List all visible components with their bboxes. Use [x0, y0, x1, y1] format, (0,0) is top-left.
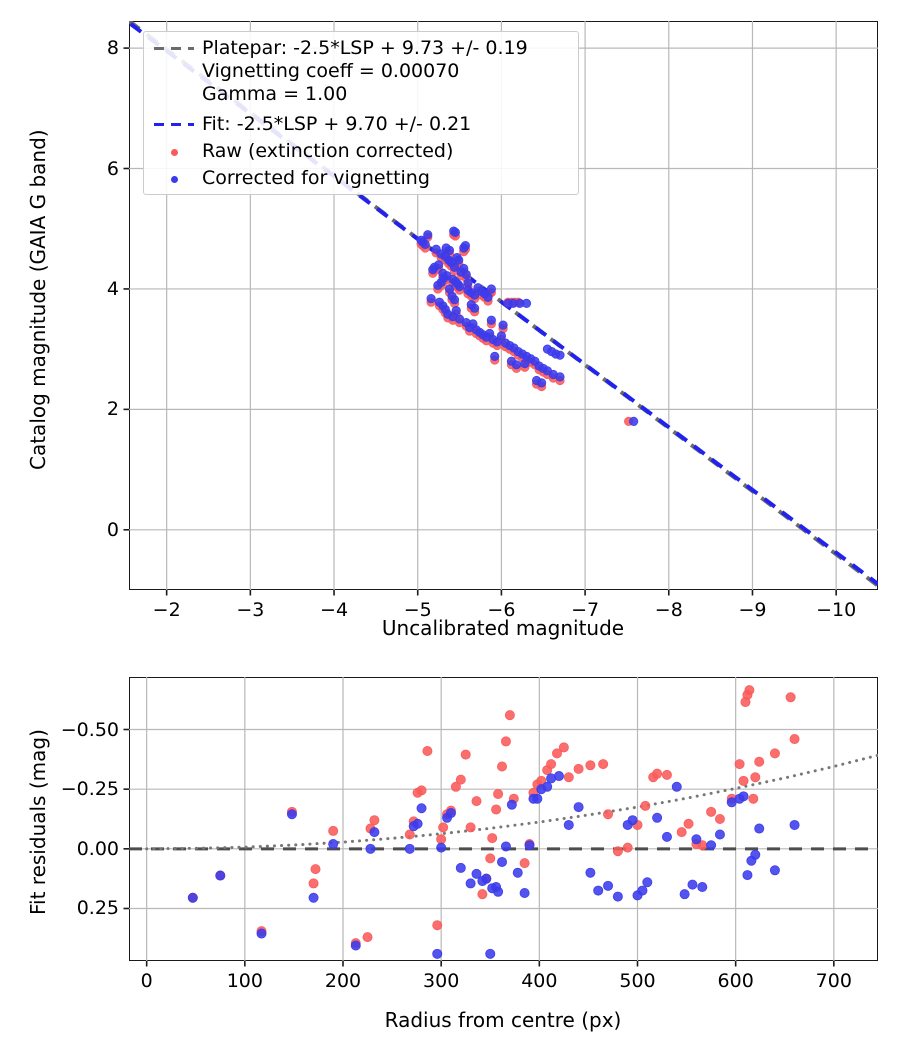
bottom-ytick: −0.50 — [60, 718, 119, 741]
bottom-yaxis-title: Fit residuals (mag) — [26, 729, 50, 915]
fit-residuals-panel: 0 100 200 300 400 500 600 700 0.25 0.00 −0.25 −0.50… — [0, 650, 900, 1050]
legend-label-fit: Fit: -2.5*LSP + 9.70 +/- 0.21 — [202, 113, 472, 135]
top-xaxis-title: Uncalibrated magnitude — [381, 616, 625, 640]
top-ytick: 8 — [106, 37, 119, 60]
bottom-ytick: 0.25 — [76, 897, 119, 920]
dashed-blue-line-icon — [152, 113, 196, 135]
bottom-xtick: 400 — [521, 970, 558, 992]
top-ytick: 6 — [106, 157, 119, 180]
bottom-axes-frame — [129, 677, 878, 961]
bottom-xtick: 200 — [324, 970, 362, 992]
top-legend[interactable]: Platepar: -2.5*LSP + 9.73 +/- 0.19 Vigne… — [143, 31, 579, 195]
bottom-plot-canvas — [123, 677, 878, 967]
top-xtick: −6 — [487, 599, 516, 621]
bottom-xtick: 500 — [619, 970, 656, 992]
top-xtick: −10 — [816, 599, 857, 621]
bottom-xtick: 100 — [226, 970, 263, 992]
bottom-xaxis-title: Radius from centre (px) — [384, 1008, 622, 1032]
top-xtick: −5 — [403, 599, 432, 621]
red-dot-marker-icon — [152, 140, 196, 162]
top-plot-canvas — [123, 21, 878, 596]
legend-label-corrected: Corrected for vignetting — [202, 167, 430, 189]
top-ytick: 2 — [106, 398, 119, 421]
bottom-ytick: 0.00 — [76, 837, 119, 860]
top-xtick: −8 — [654, 599, 683, 621]
top-ytick: 4 — [106, 277, 119, 300]
legend-entry-corrected[interactable]: Corrected for vignetting — [152, 167, 576, 190]
top-xtick: −3 — [236, 599, 265, 621]
top-ytick: 0 — [106, 518, 119, 541]
bottom-xtick: 300 — [423, 970, 460, 992]
legend-label-raw: Raw (extinction corrected) — [202, 140, 454, 162]
top-yaxis-title: Catalog magnitude (GAIA G band) — [26, 129, 50, 470]
legend-entry-platepar[interactable]: Platepar: -2.5*LSP + 9.73 +/- 0.19 Vigne… — [152, 37, 576, 106]
top-xtick: −2 — [152, 599, 181, 621]
bottom-xtick: 700 — [815, 970, 852, 992]
dashed-gray-line-icon — [152, 37, 196, 59]
legend-entry-raw[interactable]: Raw (extinction corrected) — [152, 140, 576, 163]
legend-entry-fit[interactable]: Fit: -2.5*LSP + 9.70 +/- 0.21 — [152, 113, 576, 136]
blue-dot-marker-icon — [152, 167, 196, 189]
top-xtick: −4 — [320, 599, 349, 621]
bottom-xtick: 600 — [717, 970, 754, 992]
legend-label-platepar: Platepar: -2.5*LSP + 9.73 +/- 0.19 Vigne… — [202, 37, 528, 105]
top-xtick: −9 — [738, 599, 767, 621]
bottom-xtick: 0 — [140, 970, 153, 992]
photometric-calibration-panel: −2 −3 −4 −5 −6 −7 −8 −9 −10 0 2 4 6 8 Uncalibrated ma… — [26, 21, 878, 640]
bottom-ytick: −0.25 — [60, 778, 119, 801]
top-xtick: −7 — [571, 599, 600, 621]
